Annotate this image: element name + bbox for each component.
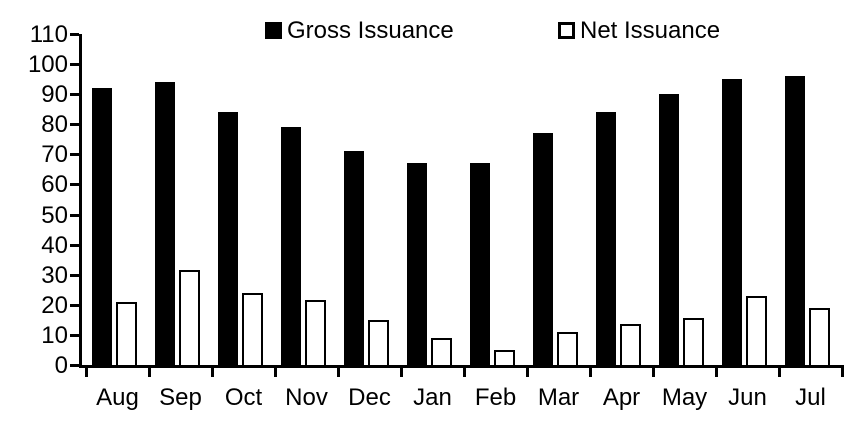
bar-gross-issuance-dec	[344, 151, 364, 365]
y-axis-label-110: 110	[29, 21, 68, 48]
x-tick-0	[85, 365, 88, 377]
x-axis-label-jun: Jun	[728, 384, 767, 411]
bar-gross-issuance-jan	[407, 163, 427, 365]
x-axis-label-jul: Jul	[795, 384, 826, 411]
bar-net-issuance-sep	[179, 270, 200, 367]
bar-net-issuance-may	[683, 318, 704, 367]
y-axis-label-50: 50	[41, 202, 68, 229]
bar-net-issuance-oct	[242, 293, 263, 367]
y-axis-label-30: 30	[41, 262, 68, 289]
bar-net-issuance-jun	[746, 296, 767, 367]
x-tick-2	[211, 365, 214, 377]
gross-issuance-legend-label: Gross Issuance	[287, 17, 454, 44]
bar-net-issuance-aug	[116, 302, 137, 367]
x-tick-4	[337, 365, 340, 377]
net-issuance-swatch-icon	[558, 22, 575, 39]
x-axis-label-apr: Apr	[602, 384, 641, 411]
x-tick-3	[274, 365, 277, 377]
bar-net-issuance-mar	[557, 332, 578, 367]
x-axis-label-mar: Mar	[537, 384, 580, 411]
y-tick-110	[70, 33, 79, 36]
bar-gross-issuance-may	[659, 94, 679, 365]
x-axis-label-sep: Sep	[159, 384, 202, 411]
bar-gross-issuance-jun	[722, 79, 742, 365]
x-tick-1	[148, 365, 151, 377]
y-axis-label-40: 40	[41, 232, 68, 259]
y-axis-label-10: 10	[41, 322, 68, 349]
bar-gross-issuance-aug	[92, 88, 112, 365]
x-tick-10	[715, 365, 718, 377]
y-tick-40	[70, 244, 79, 247]
net-issuance-legend-label: Net Issuance	[580, 17, 721, 44]
bar-gross-issuance-oct	[218, 112, 238, 365]
x-tick-5	[400, 365, 403, 377]
y-axis-label-60: 60	[41, 171, 68, 198]
y-tick-30	[70, 274, 79, 277]
x-tick-6	[463, 365, 466, 377]
y-axis-label-70: 70	[41, 141, 68, 168]
y-tick-50	[70, 214, 79, 217]
x-tick-8	[589, 365, 592, 377]
y-axis-label-20: 20	[41, 292, 68, 319]
x-axis-label-feb: Feb	[474, 384, 517, 411]
y-axis-label-80: 80	[41, 111, 68, 138]
bar-net-issuance-apr	[620, 324, 641, 367]
x-tick-11	[778, 365, 781, 377]
y-tick-20	[70, 304, 79, 307]
y-tick-60	[70, 183, 79, 186]
y-tick-80	[70, 123, 79, 126]
y-tick-0	[70, 364, 79, 367]
y-tick-100	[70, 63, 79, 66]
bar-gross-issuance-feb	[470, 163, 490, 365]
x-tick-12	[841, 365, 844, 377]
x-axis-label-oct: Oct	[224, 384, 263, 411]
x-axis-label-nov: Nov	[285, 384, 328, 411]
bar-gross-issuance-sep	[155, 82, 175, 365]
bar-net-issuance-nov	[305, 300, 326, 367]
x-axis-line	[79, 365, 844, 368]
y-tick-70	[70, 153, 79, 156]
y-axis-label-90: 90	[41, 81, 68, 108]
x-tick-7	[526, 365, 529, 377]
bar-net-issuance-dec	[368, 320, 389, 367]
bar-net-issuance-jan	[431, 338, 452, 367]
bar-net-issuance-feb	[494, 350, 515, 367]
x-tick-9	[652, 365, 655, 377]
y-axis-line	[79, 34, 82, 368]
x-axis-label-may: May	[661, 384, 708, 411]
x-axis-label-aug: Aug	[96, 384, 139, 411]
gross-issuance-swatch-icon	[265, 22, 282, 39]
bar-gross-issuance-mar	[533, 133, 553, 365]
bar-gross-issuance-jul	[785, 76, 805, 365]
x-axis-label-dec: Dec	[348, 384, 391, 411]
y-tick-90	[70, 93, 79, 96]
y-axis-label-100: 100	[27, 51, 68, 78]
y-tick-10	[70, 334, 79, 337]
x-axis-label-jan: Jan	[413, 384, 452, 411]
y-axis-label-0: 0	[54, 352, 68, 379]
bar-net-issuance-jul	[809, 308, 830, 367]
bar-gross-issuance-nov	[281, 127, 301, 365]
bar-gross-issuance-apr	[596, 112, 616, 365]
